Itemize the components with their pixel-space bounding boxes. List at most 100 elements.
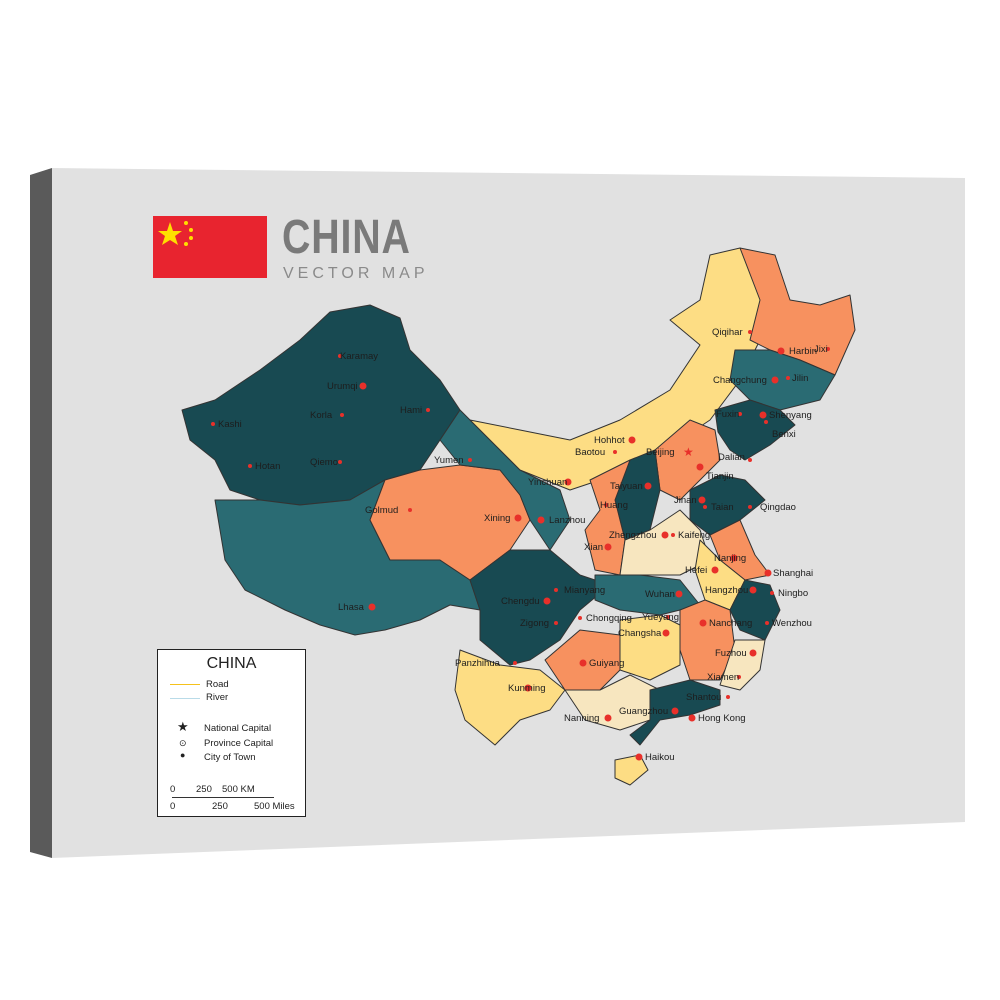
city-label: Harbin	[789, 346, 817, 357]
city-shantou: Shantou	[686, 692, 730, 703]
city-label: Hangzhou	[705, 585, 748, 596]
city-kunming: Kunming	[508, 683, 546, 694]
dot-icon: ●	[180, 750, 186, 760]
city-label: Jixi	[814, 344, 828, 355]
circle-dot-icon	[661, 531, 669, 539]
region-heilongjiang	[739, 247, 856, 376]
city-lanzhou: Lanzhou	[537, 515, 585, 526]
circle-dot-icon	[635, 753, 643, 761]
city-kaifeng: Kaifeng	[671, 530, 710, 541]
dot-icon	[726, 695, 730, 699]
circle-dot-icon	[699, 619, 707, 627]
city-huang: Huang	[600, 500, 628, 511]
city-label: Hefei	[685, 565, 707, 576]
city-qiemo: Qiemo	[310, 457, 342, 468]
city-beijing: ★ Beijing	[646, 445, 694, 459]
city-label: Xining	[484, 513, 510, 524]
city-label: Tianjin	[706, 471, 734, 482]
dot-icon	[703, 505, 707, 509]
dot-icon	[340, 413, 344, 417]
city-xian: Xian	[584, 542, 612, 553]
circle-dot-icon: ⊙	[179, 738, 187, 748]
city-label: Shantou	[686, 692, 721, 703]
city-label: Guangzhou	[619, 706, 668, 717]
circle-dot-icon	[759, 411, 767, 419]
city-label: Shenyang	[769, 410, 812, 421]
city-baotou: Baotou	[575, 447, 617, 458]
dot-icon	[554, 588, 558, 592]
city-label: Qiqihar	[712, 327, 743, 338]
circle-dot-icon	[537, 516, 545, 524]
city-chongqing: Chongqing	[578, 613, 632, 624]
dot-icon	[786, 376, 790, 380]
city-urumqi: Urumqi	[327, 381, 367, 392]
city-zhengzhou: Zhengzhou	[609, 530, 669, 541]
city-hotan: Hotan	[248, 461, 280, 472]
dot-icon	[764, 420, 768, 424]
city-changsha: Changsha	[618, 628, 670, 639]
city-label: Huang	[600, 500, 628, 511]
city-label: Zigong	[520, 618, 549, 629]
city-label: Qingdao	[760, 502, 796, 513]
circle-dot-icon	[543, 597, 551, 605]
city-fuxin: Fuxin	[716, 409, 742, 420]
city-golmud: Golmud	[365, 505, 412, 516]
circle-dot-icon	[662, 629, 670, 637]
city-korla: Korla	[310, 410, 344, 421]
city-jilin: Jilin	[786, 373, 808, 384]
circle-dot-icon	[671, 707, 679, 715]
dot-icon	[211, 422, 215, 426]
city-label: Nanning	[564, 713, 599, 724]
region-sichuan	[469, 549, 611, 666]
city-fuzhou: Fuzhou	[715, 648, 757, 659]
dot-icon	[765, 621, 769, 625]
city-yinchuan: Yinchuan	[528, 477, 572, 488]
city-nanjing: Nanjing	[714, 553, 746, 564]
circle-dot-icon	[644, 482, 652, 490]
dot-icon	[748, 458, 752, 462]
city-taian: Taian	[703, 502, 734, 513]
star-icon: ★	[683, 445, 694, 459]
city-qiqihar: Qiqihar	[712, 327, 752, 338]
city-label: Korla	[310, 410, 333, 421]
circle-dot-icon	[675, 590, 683, 598]
city-dalian: Dalian	[718, 452, 752, 463]
circle-dot-icon	[764, 569, 772, 577]
city-label: Kunming	[508, 683, 546, 694]
flag-big-star	[158, 222, 182, 245]
scale-bar	[172, 797, 274, 798]
city-label: Xian	[584, 542, 603, 553]
dot-icon	[738, 412, 742, 416]
city-hami: Hami	[400, 405, 430, 416]
circle-dot-icon	[524, 684, 532, 692]
scale-mi-0: 0	[170, 801, 176, 812]
city-label: Ningbo	[778, 588, 808, 599]
legend-road: Road	[206, 679, 229, 690]
city-labels: Karamay Urumqi Korla Hami Kashi Hotan Qiemo Yum…	[211, 327, 830, 763]
city-nanning: Nanning	[564, 713, 612, 724]
dot-icon	[748, 330, 752, 334]
circle-dot-icon	[368, 603, 376, 611]
city-label: Lhasa	[338, 602, 365, 613]
legend-province-capital: Province Capital	[204, 738, 274, 749]
city-panzhihua: Panzhihua	[455, 658, 517, 669]
circle-dot-icon	[604, 714, 612, 722]
dot-icon	[613, 450, 617, 454]
city-xining: Xining	[484, 513, 522, 524]
city-hohhot: Hohhot	[594, 435, 636, 446]
dot-icon	[513, 661, 517, 665]
city-label: Nanjing	[714, 553, 746, 564]
scale-km-500: 500 KM	[222, 784, 255, 795]
city-label: Kashi	[218, 419, 242, 430]
city-label: Urumqi	[327, 381, 358, 392]
city-label: Qiemo	[310, 457, 338, 468]
dot-icon	[666, 615, 670, 619]
scale-km-250: 250	[196, 784, 212, 795]
city-label: Chongqing	[586, 613, 632, 624]
legend-city: City of Town	[204, 752, 256, 763]
city-label: Baotou	[575, 447, 605, 458]
dot-icon	[554, 621, 558, 625]
city-label: Hong Kong	[698, 713, 746, 724]
city-xiamen: Xiamen	[707, 672, 741, 683]
city-benxi: Benxi	[764, 420, 796, 440]
